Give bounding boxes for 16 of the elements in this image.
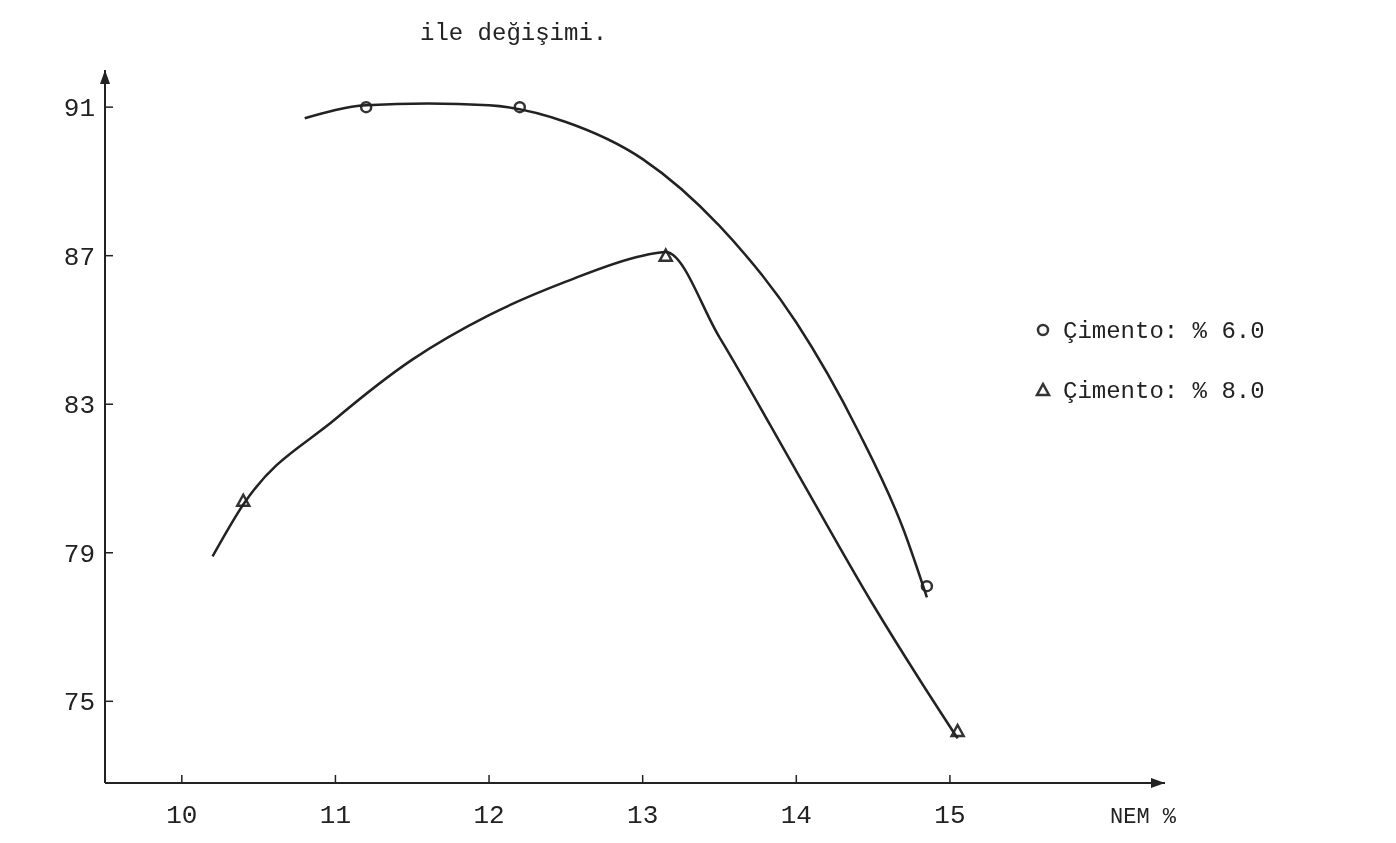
y-tick-label: 83 [63,391,95,422]
x-tick-label: 15 [934,801,966,831]
legend-label: Çimento: % 6.0 [1063,318,1265,346]
x-tick-label: 14 [780,801,812,831]
y-tick-label: 91 [63,94,95,125]
x-axis-title: NEM % [1110,805,1177,830]
y-tick-label: 87 [63,242,95,273]
x-tick-label: 11 [319,801,352,831]
x-tick-label: 10 [166,801,198,831]
line-series [303,102,929,599]
y-tick-label: 75 [63,688,95,719]
x-tick-label: 12 [473,801,505,831]
legend-label: Çimento: % 8.0 [1063,378,1265,406]
y-tick-label: 79 [63,539,95,570]
x-tick-label: 13 [627,801,659,831]
chart-title: ile değişimi. [420,20,608,47]
